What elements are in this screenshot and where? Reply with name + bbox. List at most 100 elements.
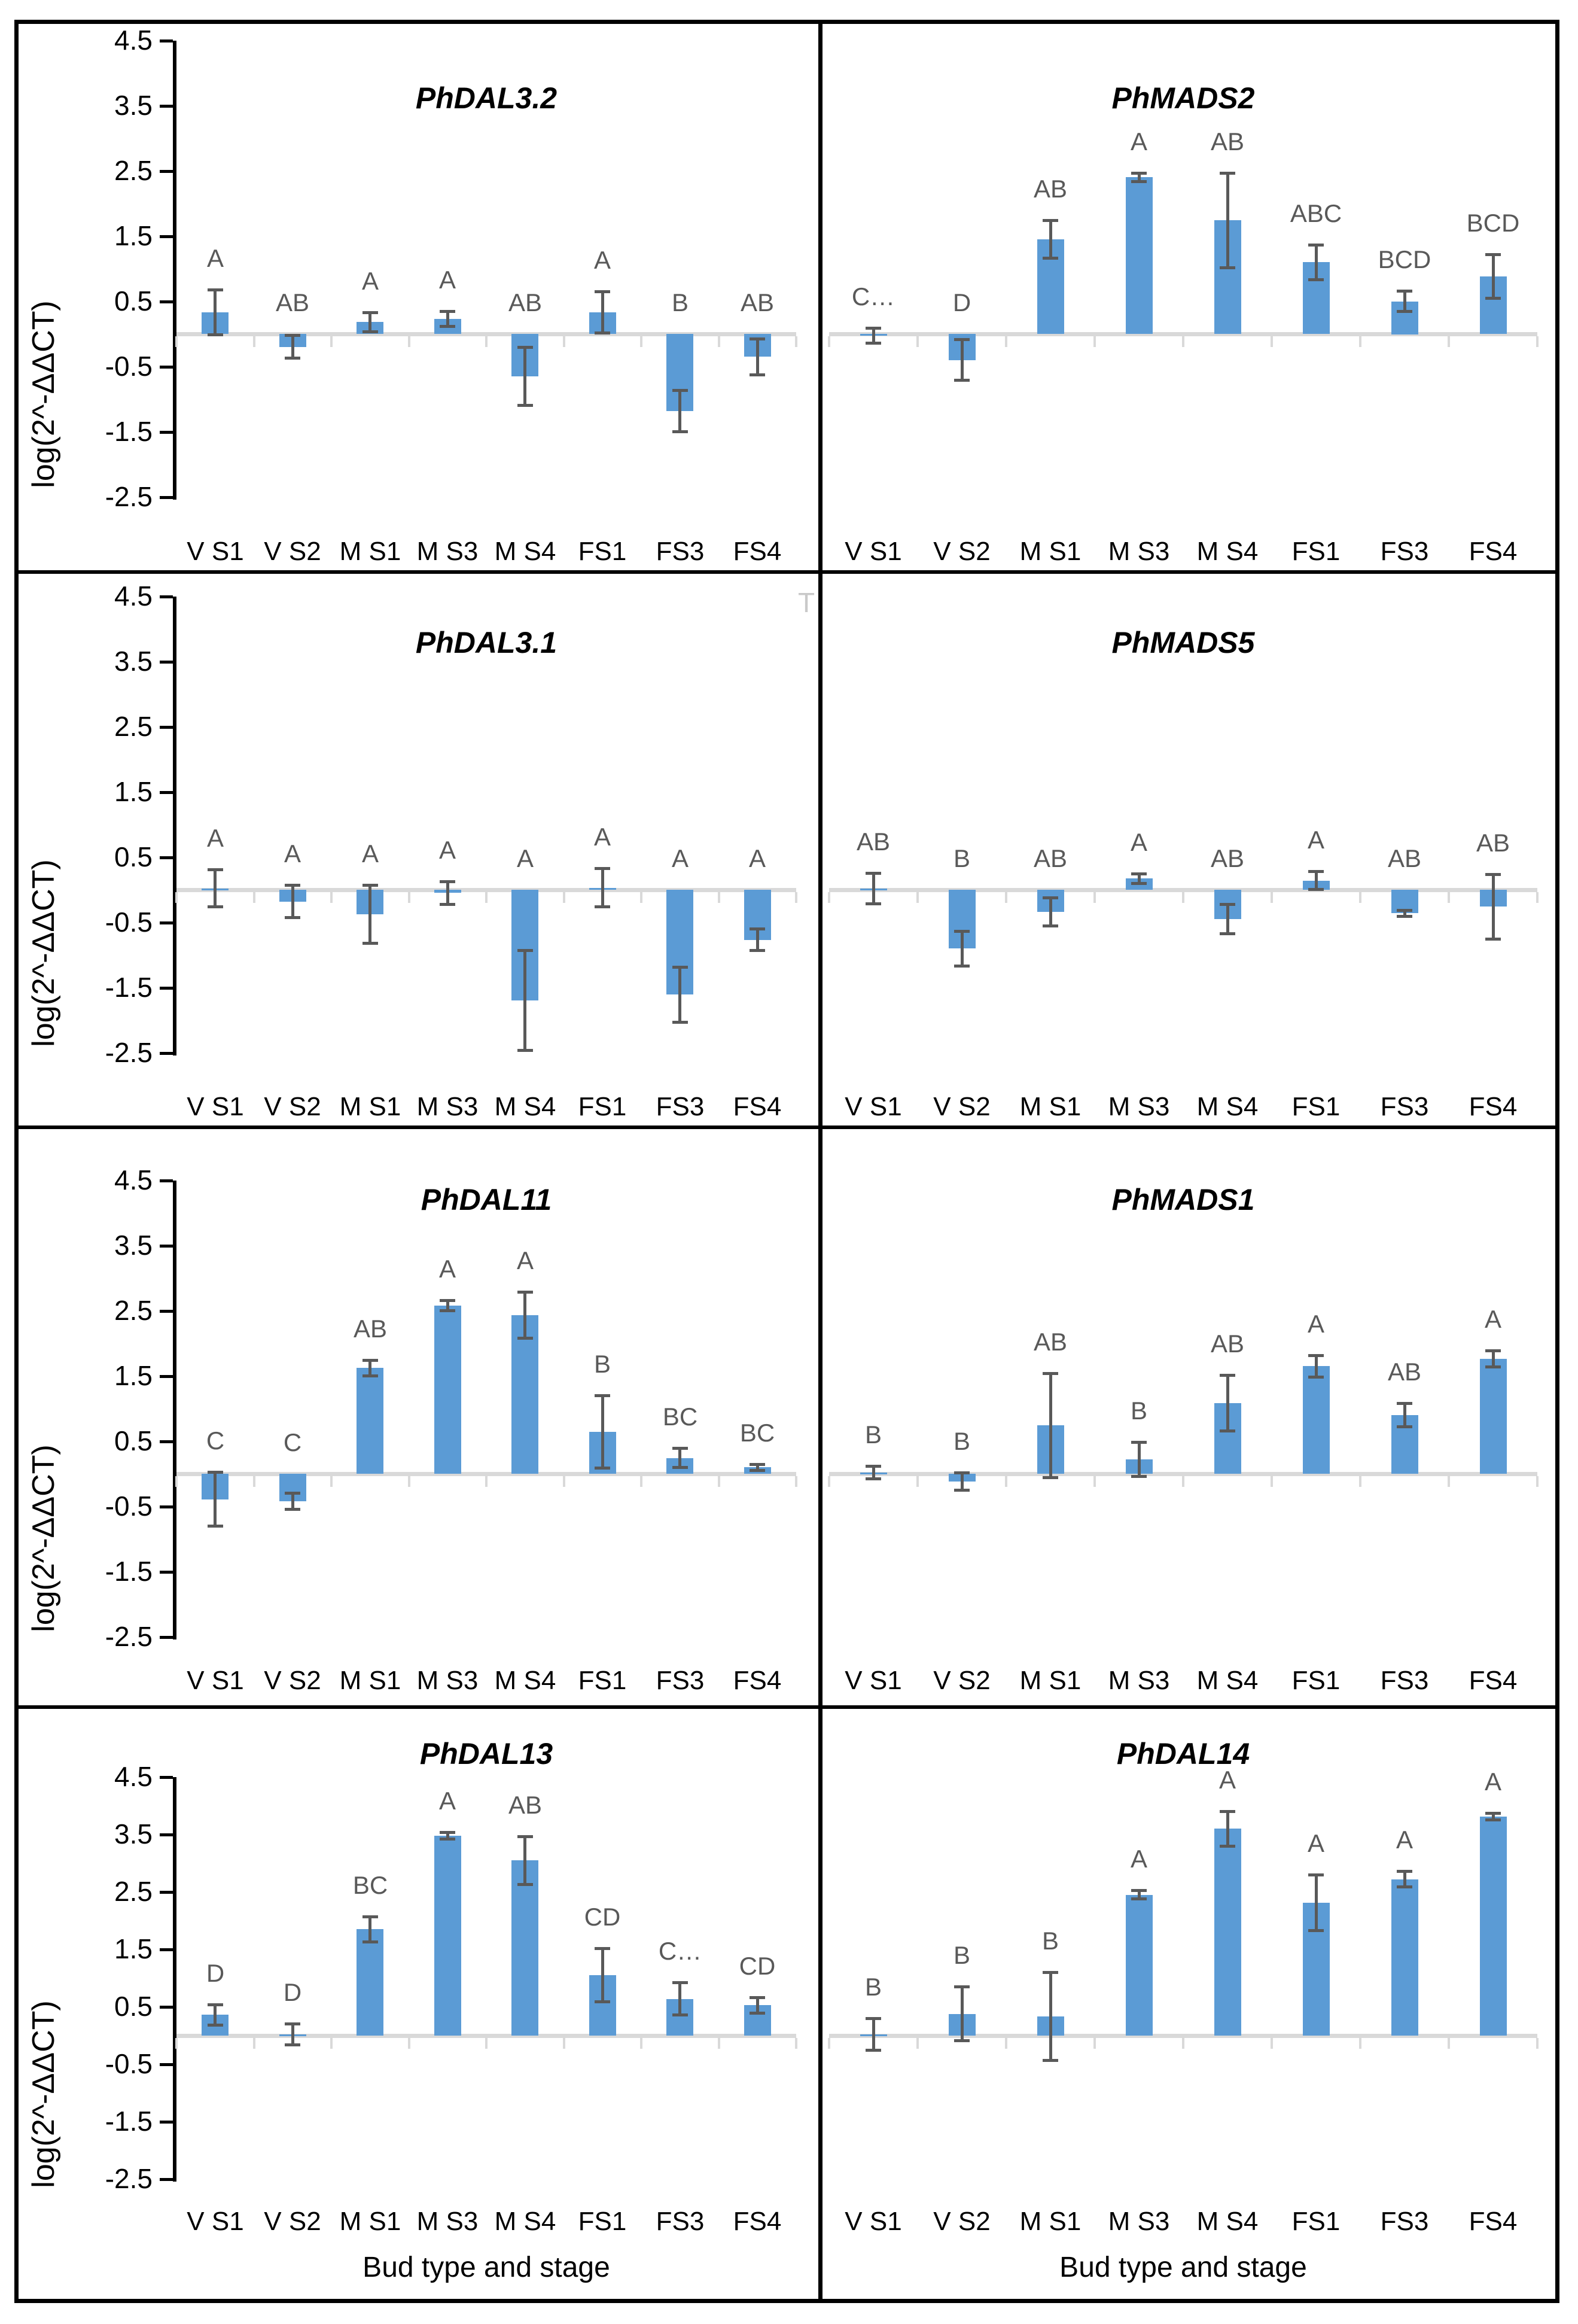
- category-label: V S2: [264, 537, 321, 566]
- letter-label: B: [593, 1350, 611, 1378]
- x-tick: [1536, 336, 1539, 347]
- error-bar-line: [446, 881, 449, 905]
- x-tick: [1448, 336, 1450, 347]
- error-bar-cap-top: [440, 1831, 455, 1834]
- chart-title: PhDAL3.1: [415, 626, 558, 659]
- category-label: V S2: [933, 2207, 991, 2236]
- chart-title: PhDAL13: [419, 1737, 553, 1771]
- x-tick: [640, 2038, 642, 2049]
- chart-title: PhMADS1: [1111, 1183, 1255, 1216]
- x-tick: [175, 1476, 178, 1487]
- category-label: M S4: [494, 1092, 556, 1121]
- letter-label: A: [1396, 1826, 1413, 1854]
- bar-MS4: [511, 1315, 538, 1474]
- error-bar-cap-bottom: [1397, 310, 1412, 313]
- error-bar-cap-top: [595, 867, 610, 870]
- category-label: FS1: [1291, 2207, 1341, 2236]
- category-label: V S2: [264, 1666, 321, 1695]
- letter-label: AB: [1210, 127, 1245, 156]
- x-tick: [1271, 892, 1273, 903]
- y-tick-label: -0.5: [105, 1490, 153, 1522]
- category-label: M S4: [1196, 1092, 1259, 1121]
- error-bar-cap-bottom: [1308, 1376, 1324, 1379]
- error-bar-line: [1226, 904, 1229, 934]
- error-bar-cap-bottom: [208, 333, 223, 336]
- grid-divider-horizontal-1: [14, 570, 1559, 574]
- error-bar-cap-bottom: [285, 916, 300, 919]
- category-label: M S4: [494, 1666, 556, 1695]
- category-label: FS4: [733, 1666, 782, 1695]
- error-bar-cap-bottom: [440, 1838, 455, 1841]
- letter-label: B: [953, 1941, 970, 1969]
- x-tick: [916, 1476, 919, 1487]
- category-label: FS4: [733, 2207, 782, 2236]
- bar-MS3: [1126, 177, 1153, 334]
- error-bar-cap-bottom: [595, 331, 610, 334]
- error-bar-cap-top: [1220, 172, 1235, 175]
- letter-label: B: [1041, 1927, 1059, 1955]
- error-bar-line: [1403, 1871, 1406, 1887]
- category-label: FS1: [1291, 537, 1341, 566]
- category-label: V S1: [845, 537, 902, 566]
- error-bar-cap-top: [440, 1299, 455, 1302]
- error-bar-cap-bottom: [1043, 1476, 1058, 1479]
- category-label: FS3: [656, 2207, 705, 2236]
- chart-panel-PhDAL13: PhDAL13 4.5 3.5 2.5 1.5 0.5 -0.5 -1.5 -2.5 log(2^…: [16, 1705, 818, 2301]
- error-bar-cap-top: [1397, 1402, 1412, 1405]
- error-bar-cap-top: [1485, 253, 1501, 256]
- category-label: M S4: [494, 537, 556, 566]
- x-tick: [563, 892, 565, 903]
- error-bar-line: [1315, 245, 1318, 280]
- chart-title: PhMADS5: [1111, 626, 1255, 659]
- x-tick: [916, 2038, 919, 2049]
- error-bar-line: [872, 1466, 875, 1479]
- letter-label: AB: [508, 288, 543, 317]
- y-tick-label: -2.5: [105, 2163, 153, 2194]
- error-bar-cap-bottom: [362, 1940, 378, 1943]
- x-tick: [175, 336, 178, 347]
- category-label: M S3: [1108, 1092, 1170, 1121]
- category-label: V S1: [187, 1092, 244, 1121]
- zero-axis-line: [176, 332, 796, 336]
- error-bar-line: [1049, 1373, 1052, 1477]
- error-bar-line: [1138, 173, 1141, 182]
- y-axis-title: log(2^-ΔΔCT): [26, 300, 61, 488]
- error-bar-cap-bottom: [595, 905, 610, 908]
- error-bar-cap-bottom: [208, 905, 223, 908]
- letter-label: BC: [662, 1403, 698, 1431]
- letter-label: ABC: [1290, 199, 1342, 227]
- error-bar-line: [1138, 1890, 1141, 1899]
- y-tick-mark: [160, 170, 173, 173]
- letter-label: A: [1130, 1845, 1147, 1873]
- error-bar-cap-bottom: [1043, 257, 1058, 260]
- error-bar-line: [601, 1948, 604, 2002]
- error-bar-cap-bottom: [440, 1309, 455, 1312]
- x-tick: [1182, 1476, 1184, 1487]
- letter-label: AB: [353, 1315, 388, 1343]
- y-tick-mark: [160, 987, 173, 990]
- category-label: FS3: [1380, 2207, 1429, 2236]
- error-bar-cap-bottom: [750, 949, 765, 952]
- error-bar-cap-top: [595, 1947, 610, 1950]
- x-tick: [640, 892, 642, 903]
- x-tick: [718, 2038, 720, 2049]
- category-label: FS4: [1469, 2207, 1518, 2236]
- error-bar-cap-bottom: [672, 430, 688, 433]
- y-tick-mark: [160, 366, 173, 369]
- error-bar-cap-bottom: [208, 2024, 223, 2027]
- category-label: FS4: [1469, 537, 1518, 566]
- error-bar-cap-top: [1043, 1372, 1058, 1375]
- error-bar-cap-top: [285, 334, 300, 337]
- bar-MS3: [1126, 1895, 1153, 2036]
- error-bar-line: [756, 1464, 759, 1471]
- letter-label: BCD: [1466, 209, 1520, 237]
- y-tick-mark: [160, 1179, 173, 1182]
- y-tick-label: 1.5: [114, 1933, 153, 1964]
- error-bar-cap-top: [1308, 1354, 1324, 1357]
- error-bar-cap-bottom: [1043, 924, 1058, 927]
- x-tick: [330, 336, 333, 347]
- letter-label: B: [953, 1427, 970, 1455]
- category-label: FS4: [733, 1092, 782, 1121]
- y-tick-label: 0.5: [114, 1991, 153, 2022]
